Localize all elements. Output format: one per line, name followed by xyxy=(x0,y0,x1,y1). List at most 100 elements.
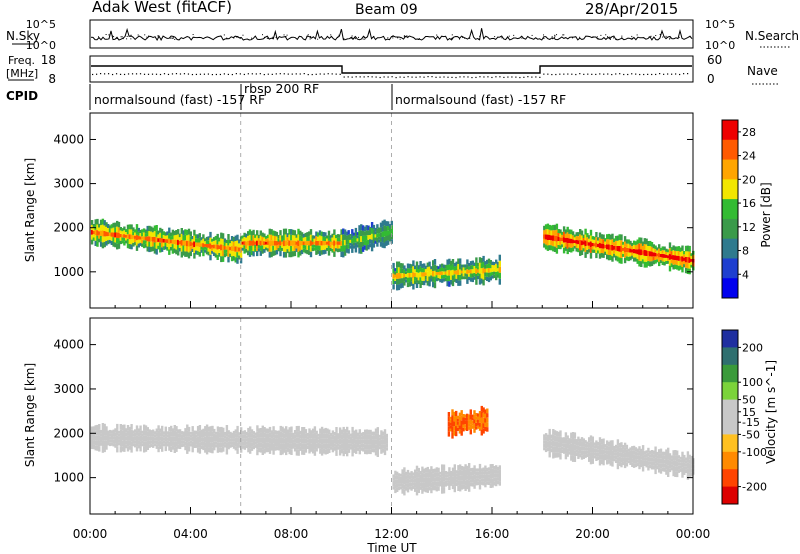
nave-tick-bottom: 0 xyxy=(707,72,715,86)
vel-echo-cell xyxy=(473,423,476,429)
count-trace xyxy=(90,27,693,42)
vel-echo-cell xyxy=(550,434,553,439)
power-echo-cell xyxy=(652,244,655,249)
vel-echo-cell xyxy=(552,434,555,441)
power-echo-cell xyxy=(544,229,548,235)
power-echo-cell xyxy=(573,240,577,243)
power-echo-cell xyxy=(674,264,677,270)
vel-echo-cell xyxy=(200,429,203,434)
vel-echo-cell xyxy=(117,431,121,434)
power-echo-cell xyxy=(424,265,428,270)
vel-echo-cell xyxy=(480,478,483,482)
vel-echo-cell xyxy=(468,474,471,481)
vel-echo-cell xyxy=(108,439,112,443)
vel-echo-cell xyxy=(311,433,315,439)
vel-echo-cell xyxy=(674,450,677,456)
nsearch-point xyxy=(150,35,152,37)
power-echo-cell xyxy=(168,249,171,255)
vel-echo-cell xyxy=(607,459,611,464)
vel-echo-cell xyxy=(555,436,559,442)
vel-echo-cell xyxy=(598,437,602,443)
power-echo-cell xyxy=(354,247,358,253)
vel-echo-cell xyxy=(478,426,482,431)
power-echo-cell xyxy=(297,246,300,252)
vel-echo-cell xyxy=(543,447,546,451)
vel-echo-cell xyxy=(189,440,193,444)
power-echo-cell xyxy=(643,249,646,256)
vel-echo-cell xyxy=(96,424,99,431)
power-echo-cell xyxy=(432,281,435,288)
count-tick-bottom-right: 10^0 xyxy=(705,39,735,52)
vel-echo-cell xyxy=(480,411,483,418)
y-tick-label: 1000 xyxy=(53,265,84,279)
vel-echo-cell xyxy=(419,482,422,487)
power-echo-cell xyxy=(284,240,288,246)
vel-echo-cell xyxy=(451,409,454,416)
vel-echo-cell xyxy=(297,437,300,444)
nave-point xyxy=(307,73,309,76)
power-echo-cell xyxy=(399,283,402,289)
power-echo-cell xyxy=(468,273,471,277)
vel-echo-cell xyxy=(457,465,460,471)
power-echo-cell xyxy=(189,251,192,257)
vel-echo-cell xyxy=(101,423,105,429)
power-echo-cell xyxy=(613,238,616,243)
power-echo-cell xyxy=(327,240,331,246)
vel-echo-cell xyxy=(283,443,286,448)
power-echo-cell xyxy=(629,244,632,249)
nsearch-point xyxy=(113,36,115,38)
vel-echo-cell xyxy=(469,414,472,420)
nsearch-point xyxy=(116,38,118,40)
power-echo-cell xyxy=(672,259,675,265)
vel-echo-cell xyxy=(184,428,187,433)
power-echo-cell xyxy=(406,282,410,288)
power-echo-cell xyxy=(663,254,666,258)
power-echo-cell xyxy=(469,261,473,266)
vel-echo-cell xyxy=(473,470,476,475)
colorbar-tick-label: 24 xyxy=(742,150,756,163)
nave-point xyxy=(659,73,661,75)
vel-echo-cell xyxy=(552,446,555,453)
nave-point xyxy=(199,73,202,75)
power-echo-cell xyxy=(401,283,404,288)
power-echo-cell xyxy=(645,238,648,245)
vel-echo-cell xyxy=(198,425,202,431)
power-echo-cell xyxy=(396,261,399,268)
vel-echo-cell xyxy=(112,429,115,433)
vel-echo-cell xyxy=(684,460,688,464)
vel-echo-cell xyxy=(665,459,668,465)
vel-echo-cell xyxy=(261,431,264,438)
power-echo-cell xyxy=(308,231,311,237)
power-echo-cell xyxy=(645,250,648,256)
vel-echo-cell xyxy=(254,435,257,439)
vel-echo-cell xyxy=(371,435,374,440)
power-echo-cell xyxy=(277,241,280,245)
vel-echo-cell xyxy=(471,420,474,424)
power-echo-band xyxy=(392,254,501,291)
vel-echo-cell xyxy=(308,428,311,434)
power-echo-cell xyxy=(270,240,273,246)
power-echo-cell xyxy=(160,233,164,239)
vel-echo-cell xyxy=(414,473,417,479)
vel-echo-cell xyxy=(606,454,609,460)
power-echo-cell xyxy=(568,247,571,252)
nave-point xyxy=(287,73,289,75)
power-echo-cell xyxy=(125,237,128,241)
vel-echo-cell xyxy=(245,435,248,439)
power-echo-cell xyxy=(622,244,625,248)
vel-echo-cell xyxy=(684,463,688,467)
power-echo-cell xyxy=(112,237,115,242)
vel-echo-cell xyxy=(358,429,361,435)
power-echo-cell xyxy=(211,250,214,254)
nave-point xyxy=(651,73,653,76)
power-echo-cell xyxy=(616,240,620,246)
power-echo-cell xyxy=(428,261,431,267)
vel-echo-cell xyxy=(347,434,351,440)
vel-echo-cell xyxy=(623,457,627,463)
vel-echo-cell xyxy=(477,471,480,476)
vel-echo-cell xyxy=(349,440,352,444)
vel-echo-cell xyxy=(426,482,429,488)
power-echo-cell xyxy=(579,229,582,235)
vel-echo-cell xyxy=(362,443,365,448)
colorbar-tick-label: 28 xyxy=(742,126,756,139)
